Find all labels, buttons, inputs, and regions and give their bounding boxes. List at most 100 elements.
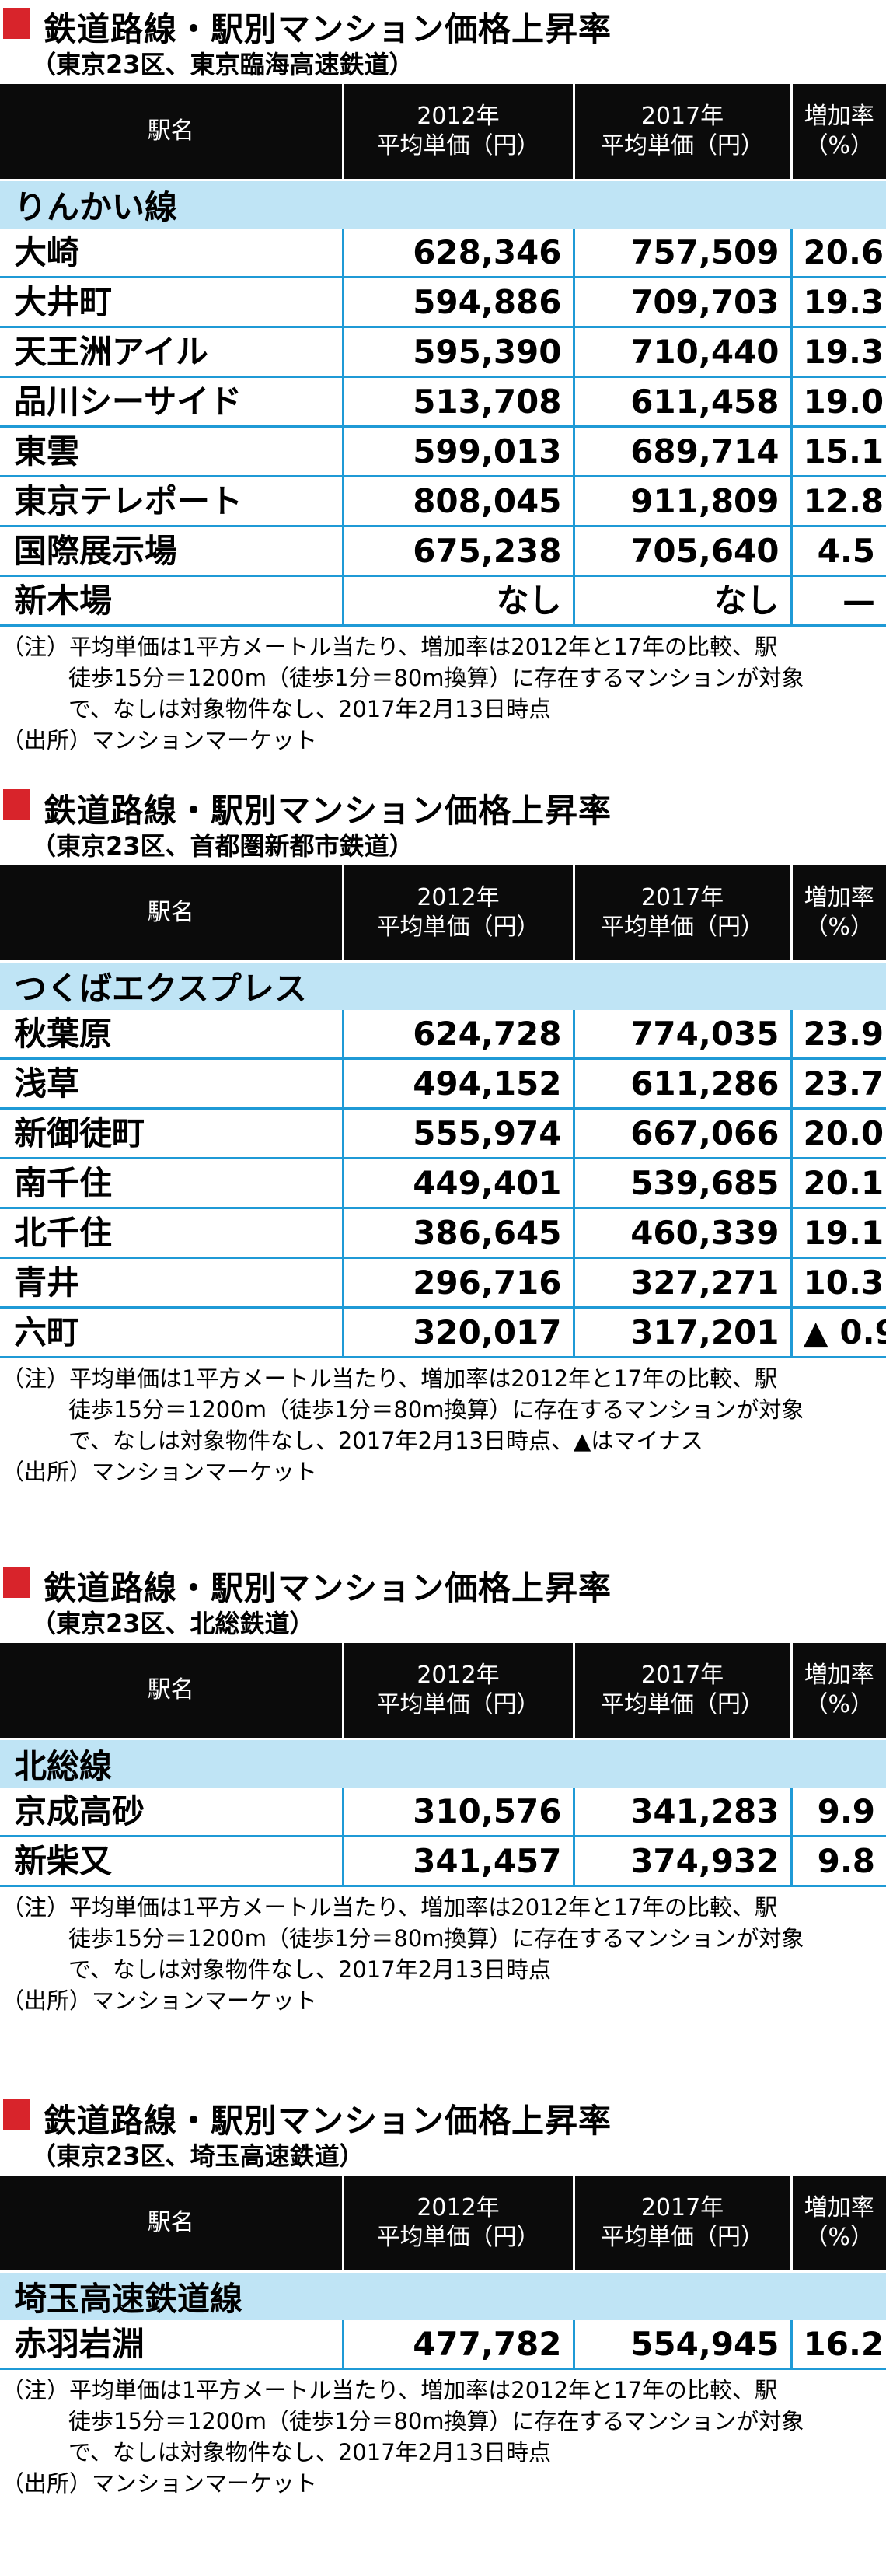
note-line: 徒歩15分＝1200m（徒歩1分＝80m換算）に存在するマンションが対象 <box>68 2408 804 2434</box>
table-row: 大崎 628,346 757,509 20.6 <box>0 229 886 278</box>
price-table: 駅名 2012年 平均単価（円） 2017年 平均単価（円） 増加率 （%） 埼玉高速… <box>0 2176 886 2370</box>
table-notes: （注）平均単価は1平方メートル当たり、増加率は2012年と17年の比較、駅 徒歩… <box>0 1358 886 1487</box>
table-row: 京成高砂 310,576 341,283 9.9 <box>0 1788 886 1837</box>
table-row: 天王洲アイル 595,390 710,440 19.3 <box>0 326 886 377</box>
col-header-2012: 2012年 平均単価（円） <box>343 1643 575 1739</box>
table-row: 品川シーサイド 513,708 611,458 19.0 <box>0 376 886 427</box>
increase-rate: 4.5 <box>790 525 886 576</box>
price-2017: なし <box>572 575 791 627</box>
price-2017: 774,035 <box>572 1010 791 1059</box>
increase-rate: 19.0 <box>790 376 886 427</box>
price-2012: なし <box>341 575 574 627</box>
increase-rate: 20.6 <box>790 229 886 278</box>
section-title: 鉄道路線・駅別マンション価格上昇率 <box>44 10 612 48</box>
increase-rate: 20.1 <box>790 1157 886 1208</box>
note-line: （注）平均単価は1平方メートル当たり、増加率は2012年と17年の比較、駅 <box>2 2377 777 2403</box>
section-heading: 鉄道路線・駅別マンション価格上昇率 <box>0 781 886 830</box>
line-name-row: つくばエクスプレス <box>0 960 886 1010</box>
header-row: 駅名 2012年 平均単価（円） 2017年 平均単価（円） 増加率 （%） <box>0 2176 886 2272</box>
col-header-station: 駅名 <box>0 1643 344 1739</box>
price-2012: 513,708 <box>341 376 574 427</box>
table-section-rinkai: 鉄道路線・駅別マンション価格上昇率 （東京23区、東京臨海高速鉄道） 駅名 20… <box>0 0 886 781</box>
price-2017: 539,685 <box>572 1157 791 1208</box>
price-2012: 386,645 <box>341 1207 574 1258</box>
price-table: 駅名 2012年 平均単価（円） 2017年 平均単価（円） 増加率 （%） つくばエ… <box>0 865 886 1358</box>
increase-rate: 15.1 <box>790 425 886 477</box>
price-2017: 689,714 <box>572 425 791 477</box>
price-2017: 460,339 <box>572 1207 791 1258</box>
station-name: 国際展示場 <box>0 525 343 576</box>
col-header-2017: 2017年 平均単価（円） <box>574 1643 793 1739</box>
price-2017: 667,066 <box>572 1107 791 1159</box>
section-title: 鉄道路線・駅別マンション価格上昇率 <box>44 2102 612 2140</box>
price-2012: 555,974 <box>341 1107 574 1159</box>
note-line: で、なしは対象物件なし、2017年2月13日時点、▲はマイナス <box>68 1428 703 1454</box>
station-name: 大井町 <box>0 276 343 327</box>
station-name: 赤羽岩淵 <box>0 2320 343 2370</box>
price-2017: 709,703 <box>572 276 791 327</box>
table-row: 新柴又 341,457 374,932 9.8 <box>0 1835 886 1887</box>
note-line: 徒歩15分＝1200m（徒歩1分＝80m換算）に存在するマンションが対象 <box>68 1925 804 1952</box>
line-name-row: 北総線 <box>0 1738 886 1788</box>
price-2012: 449,401 <box>341 1157 574 1208</box>
table-section-hokuso: 鉄道路線・駅別マンション価格上昇率 （東京23区、北総鉄道） 駅名 2012年平… <box>0 1559 886 2092</box>
price-2012: 624,728 <box>341 1010 574 1059</box>
source-line: （出所）マンションマーケット <box>2 1459 318 1485</box>
table-row: 新木場 なし なし — <box>0 575 886 627</box>
source-line: （出所）マンションマーケット <box>2 2470 318 2497</box>
section-subtitle: （東京23区、埼玉高速鉄道） <box>31 2141 365 2171</box>
station-name: 京成高砂 <box>14 1791 145 1830</box>
col-header-2012: 2012年 平均単価（円） <box>343 865 575 962</box>
source-line: （出所）マンションマーケット <box>2 1987 318 2014</box>
note-line: （注）平均単価は1平方メートル当たり、増加率は2012年と17年の比較、駅 <box>2 1894 777 1921</box>
source-line: （出所）マンションマーケット <box>2 727 318 753</box>
table-row: 北千住 386,645 460,339 19.1 <box>0 1207 886 1258</box>
line-name: つくばエクスプレス <box>0 960 886 1010</box>
increase-rate: ▲ 0.9 <box>790 1306 886 1358</box>
section-heading: 鉄道路線・駅別マンション価格上昇率 <box>0 0 886 48</box>
table-section-saitama: 鉄道路線・駅別マンション価格上昇率 （東京23区、埼玉高速鉄道） 駅名 2012… <box>0 2092 886 2576</box>
line-name-row: 埼玉高速鉄道線 <box>0 2270 886 2320</box>
price-2012: 599,013 <box>341 425 574 477</box>
price-2012: 477,782 <box>341 2320 574 2370</box>
station-name: 新御徒町 <box>0 1107 343 1159</box>
price-2017: 757,509 <box>572 229 791 278</box>
red-square-marker <box>3 8 30 39</box>
price-table: 駅名 2012年 平均単価（円） 2017年 平均単価（円） 増加率 （%） りんかい… <box>0 84 886 627</box>
station-name: 新柴又 <box>0 1835 343 1887</box>
line-name-row: りんかい線 <box>0 179 886 229</box>
increase-rate: 16.2 <box>790 2320 886 2370</box>
increase-rate: 9.8 <box>790 1835 886 1887</box>
table-row: 浅草 494,152 611,286 23.7 <box>0 1057 886 1109</box>
increase-rate: 10.3 <box>790 1257 886 1308</box>
table-section-tsukuba: 鉄道路線・駅別マンション価格上昇率 （東京23区、首都圏新都市鉄道） 駅名 20… <box>0 781 886 1559</box>
increase-rate: 23.9 <box>790 1010 886 1059</box>
station-name: 天王洲アイル <box>0 326 343 377</box>
col-header-2017: 2017年 平均単価（円） <box>574 865 793 962</box>
price-2012: 494,152 <box>341 1057 574 1109</box>
col-header-station: 駅名 <box>0 84 344 180</box>
line-name: りんかい線 <box>0 179 886 229</box>
price-2012: 320,017 <box>341 1306 574 1358</box>
station-name: 大崎 <box>14 232 80 271</box>
table-notes: （注）平均単価は1平方メートル当たり、増加率は2012年と17年の比較、駅 徒歩… <box>0 627 886 756</box>
price-2017: 911,809 <box>572 475 791 526</box>
table-row: 東京テレポート 808,045 911,809 12.8 <box>0 475 886 526</box>
note-line: （注）平均単価は1平方メートル当たり、増加率は2012年と17年の比較、駅 <box>2 1365 777 1392</box>
section-title: 鉄道路線・駅別マンション価格上昇率 <box>44 1569 612 1607</box>
note-line: 徒歩15分＝1200m（徒歩1分＝80m換算）に存在するマンションが対象 <box>68 665 804 691</box>
note-line: 徒歩15分＝1200m（徒歩1分＝80m換算）に存在するマンションが対象 <box>68 1396 804 1423</box>
price-2017: 327,271 <box>572 1257 791 1308</box>
price-2017: 710,440 <box>572 326 791 377</box>
header-row: 駅名 2012年 平均単価（円） 2017年 平均単価（円） 増加率 （%） <box>0 1643 886 1739</box>
note-line: で、なしは対象物件なし、2017年2月13日時点 <box>68 1956 551 1983</box>
section-subtitle: （東京23区、北総鉄道） <box>31 1609 315 1638</box>
increase-rate: 23.7 <box>790 1057 886 1109</box>
price-2012: 808,045 <box>341 475 574 526</box>
price-2017: 317,201 <box>572 1306 791 1358</box>
price-2017: 705,640 <box>572 525 791 576</box>
table-row: 秋葉原 624,728 774,035 23.9 <box>0 1010 886 1059</box>
red-square-marker <box>3 2099 30 2130</box>
price-2017: 341,283 <box>572 1788 791 1837</box>
